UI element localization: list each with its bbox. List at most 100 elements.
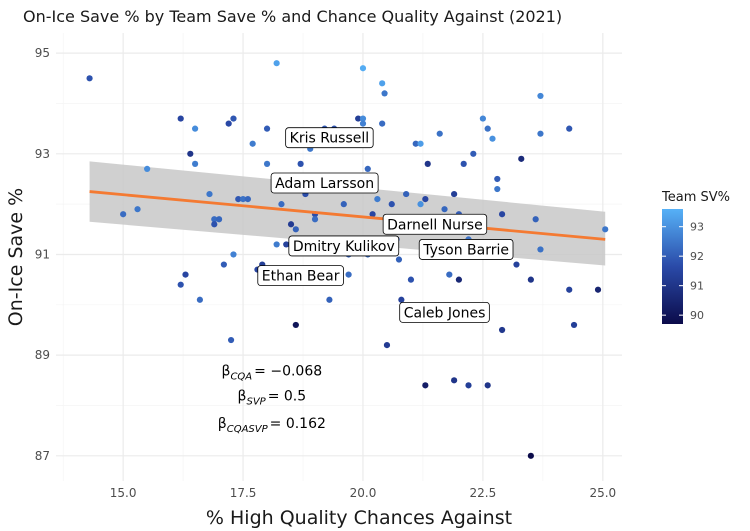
- coefficient-symbol: β: [238, 388, 247, 404]
- player-label-box: [418, 239, 514, 260]
- data-point: [340, 201, 347, 208]
- player-label-text: Caleb Jones: [404, 305, 486, 321]
- data-point: [566, 125, 573, 132]
- data-point: [441, 206, 448, 213]
- data-point: [489, 135, 496, 142]
- data-point: [537, 92, 544, 100]
- data-point: [494, 185, 501, 193]
- data-point: [518, 155, 525, 162]
- data-point: [326, 296, 333, 303]
- player-label-box: [399, 301, 490, 323]
- color-legend: Team SV% 90 91 92 93: [661, 190, 730, 324]
- data-point: [230, 251, 237, 258]
- coefficient-value: = 0.162: [270, 416, 326, 432]
- x-axis-ticks: 15.0 17.5 20.0 22.5 25.0: [110, 486, 616, 500]
- y-tick-label: 91: [35, 247, 50, 261]
- data-point: [484, 125, 491, 132]
- data-point: [287, 221, 295, 228]
- player-label-box: [285, 127, 374, 149]
- data-point: [244, 196, 251, 203]
- data-point: [359, 65, 367, 72]
- data-point: [417, 201, 424, 208]
- player-label-box: [270, 172, 379, 194]
- data-point: [602, 226, 609, 233]
- data-point: [594, 286, 602, 293]
- data-point: [359, 115, 367, 122]
- data-point: [215, 216, 223, 223]
- player-label: Ethan Bear: [257, 265, 344, 287]
- chart-title: On-Ice Save % by Team Save % and Chance …: [23, 7, 562, 26]
- player-label-box: [288, 235, 400, 257]
- data-point: [292, 226, 299, 233]
- data-point: [479, 115, 486, 122]
- player-label: Dmitry Kulikov: [288, 235, 400, 257]
- data-point: [527, 276, 534, 283]
- player-label: Caleb Jones: [399, 301, 490, 323]
- coefficient-subscript: CQASVP: [227, 424, 269, 435]
- data-point: [263, 160, 271, 167]
- data-point: [484, 382, 491, 389]
- player-label-text: Dmitry Kulikov: [293, 239, 395, 255]
- data-point: [388, 201, 395, 208]
- data-point: [381, 90, 388, 97]
- y-tick-label: 87: [35, 449, 50, 463]
- coefficient-symbol: β: [218, 416, 227, 432]
- data-point: [455, 276, 463, 283]
- data-point: [422, 196, 429, 203]
- legend-tick-label: 91: [690, 280, 704, 293]
- data-point: [369, 211, 376, 218]
- player-label-text: Darnell Nurse: [387, 217, 483, 233]
- data-point: [283, 241, 290, 248]
- data-point: [225, 120, 232, 127]
- data-point: [220, 261, 227, 268]
- data-point: [311, 216, 319, 223]
- player-label: Darnell Nurse: [382, 213, 488, 235]
- data-point: [134, 206, 141, 213]
- data-point: [417, 140, 424, 147]
- data-point: [407, 276, 415, 283]
- y-tick-label: 93: [35, 147, 50, 161]
- player-label-text: Kris Russell: [290, 131, 370, 147]
- coefficient-annotation: βCQA = −0.068: [222, 363, 323, 382]
- data-point: [120, 211, 127, 218]
- legend-ticks: 90 91 92 93: [662, 221, 704, 322]
- data-point: [566, 286, 573, 293]
- data-point: [263, 125, 271, 132]
- player-label: Tyson Barrie: [418, 239, 514, 260]
- data-point: [364, 165, 371, 173]
- data-point: [532, 216, 539, 223]
- data-point: [374, 196, 381, 203]
- data-point: [355, 115, 362, 122]
- player-label: Kris Russell: [285, 127, 374, 149]
- y-tick-label: 95: [35, 46, 50, 60]
- data-point: [292, 321, 299, 329]
- data-point: [273, 60, 280, 67]
- data-point: [513, 261, 520, 268]
- player-label: Adam Larsson: [270, 172, 379, 194]
- data-point: [395, 256, 403, 263]
- data-point: [570, 321, 578, 329]
- data-point: [379, 120, 386, 127]
- data-point: [422, 382, 429, 389]
- x-tick-label: 15.0: [110, 486, 137, 500]
- data-point: [273, 241, 280, 248]
- data-point: [211, 216, 218, 223]
- data-point: [230, 115, 237, 122]
- data-point: [177, 115, 184, 122]
- data-point: [498, 211, 506, 218]
- data-point: [494, 175, 501, 183]
- legend-tick-label: 92: [690, 250, 704, 263]
- data-point: [192, 125, 199, 132]
- data-point: [383, 341, 391, 349]
- data-point: [249, 140, 256, 147]
- legend-tick-label: 90: [690, 309, 704, 322]
- x-tick-label: 20.0: [350, 486, 377, 500]
- data-point: [196, 296, 203, 303]
- data-point: [359, 120, 367, 127]
- data-point: [451, 190, 458, 198]
- x-axis-title: % High Quality Chances Against: [206, 507, 512, 529]
- data-point: [537, 130, 544, 137]
- legend-title: Team SV%: [661, 190, 730, 205]
